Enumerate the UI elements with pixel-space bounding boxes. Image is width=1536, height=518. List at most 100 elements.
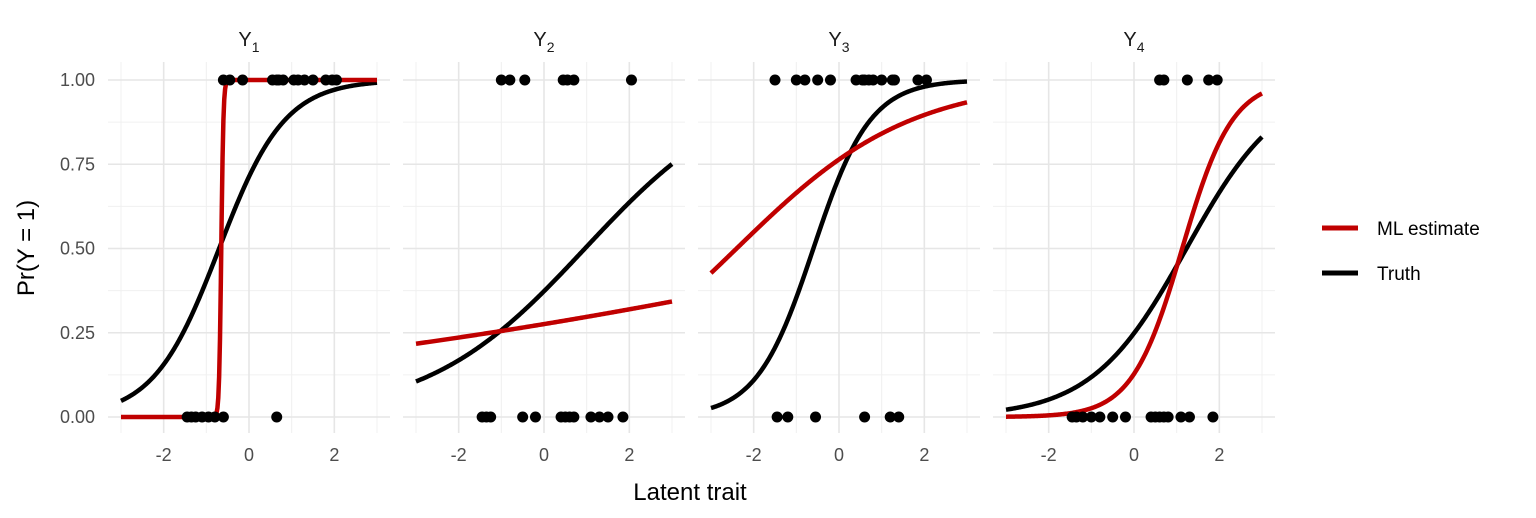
grid <box>698 62 980 433</box>
legend-label: Truth <box>1377 264 1421 285</box>
data-point <box>1119 411 1131 423</box>
x-tick-label: 0 <box>1129 445 1139 465</box>
panel-label-main: Y <box>1123 29 1136 51</box>
truth-curve <box>119 80 379 403</box>
data-point <box>585 411 597 423</box>
data-point <box>517 411 529 423</box>
data-point <box>307 74 319 86</box>
y-tick-label: 0.50 <box>60 239 95 259</box>
data-point <box>1077 411 1089 423</box>
data-point <box>617 411 629 423</box>
grid <box>993 62 1275 433</box>
data-point <box>1158 74 1170 86</box>
x-tick-label: -2 <box>1041 445 1057 465</box>
data-point <box>876 74 888 86</box>
ml-estimate-curve <box>414 299 674 346</box>
data-point <box>867 74 879 86</box>
panel-label-subscript: 3 <box>842 39 850 55</box>
data-point <box>1181 74 1193 86</box>
x-tick-label: 0 <box>244 445 254 465</box>
data-point <box>519 74 531 86</box>
y-tick-label: 0.25 <box>60 323 95 343</box>
x-tick-label: 2 <box>624 445 634 465</box>
data-point <box>504 74 516 86</box>
truth-curve <box>709 79 969 411</box>
data-point <box>237 74 249 86</box>
y-tick-label: 1.00 <box>60 70 95 90</box>
panels-layer: Y1-2 0 2Y2-2 0 2Y3-2 0 2Y4-2 0 20.000.250.500.75… <box>60 29 1275 465</box>
data-point <box>912 74 924 86</box>
data-point <box>1175 411 1187 423</box>
data-point <box>1183 411 1195 423</box>
data-point <box>217 411 229 423</box>
data-point <box>495 74 507 86</box>
x-tick-label: 0 <box>539 445 549 465</box>
data-point <box>799 74 811 86</box>
data-point <box>888 74 900 86</box>
data-point <box>271 411 283 423</box>
data-point <box>1107 411 1119 423</box>
data-point <box>1085 411 1097 423</box>
grid <box>403 62 685 433</box>
data-point <box>485 411 497 423</box>
data-point <box>790 74 802 86</box>
data-point <box>529 411 541 423</box>
data-point <box>277 74 289 86</box>
x-tick-label: 2 <box>1214 445 1224 465</box>
data-point <box>209 411 221 423</box>
panel-label: Y3 <box>828 29 849 55</box>
data-points <box>769 74 932 423</box>
data-point <box>782 411 794 423</box>
truth-curve <box>414 162 674 384</box>
x-tick-label: -2 <box>156 445 172 465</box>
panel-4: Y4 -2 0 2 <box>993 29 1275 465</box>
ml-estimate-curve <box>709 100 969 275</box>
panel-label-main: Y <box>828 29 841 51</box>
ml-estimate-curve <box>1004 91 1264 419</box>
y-tick-label: 0.00 <box>60 407 95 427</box>
truth-curve <box>1004 135 1264 412</box>
legend-label: ML estimate <box>1377 219 1480 240</box>
panel-label: Y2 <box>533 29 554 55</box>
data-point <box>810 411 822 423</box>
legend: ML estimate Truth <box>1322 219 1480 285</box>
x-axis-title: Latent trait <box>633 479 747 506</box>
data-point <box>769 74 781 86</box>
x-tick-label: 2 <box>329 445 339 465</box>
data-point <box>812 74 824 86</box>
data-point <box>893 411 905 423</box>
y-tick-label: 0.75 <box>60 154 95 174</box>
data-point <box>330 74 342 86</box>
x-tick-label: 2 <box>919 445 929 465</box>
data-point <box>298 74 310 86</box>
legend-entry: Truth <box>1322 264 1421 285</box>
data-points <box>1066 74 1223 423</box>
panel-3: Y3 -2 0 2 <box>698 29 980 465</box>
data-point <box>625 74 637 86</box>
data-point <box>568 74 580 86</box>
data-point <box>1094 411 1106 423</box>
y-axis-title: Pr(Y = 1) <box>13 200 40 296</box>
panel-label-subscript: 1 <box>252 39 260 55</box>
data-point <box>568 411 580 423</box>
panel-1: Y1 -2 0 2 <box>108 29 390 465</box>
data-point <box>884 411 896 423</box>
panel-label-main: Y <box>238 29 251 51</box>
data-point <box>920 74 932 86</box>
data-point <box>1211 74 1223 86</box>
panel-label: Y1 <box>238 29 259 55</box>
data-points <box>476 74 637 423</box>
x-tick-label: 0 <box>834 445 844 465</box>
data-point <box>1203 74 1215 86</box>
panel-label-subscript: 2 <box>547 39 555 55</box>
x-tick-label: -2 <box>451 445 467 465</box>
panel-label-main: Y <box>533 29 546 51</box>
panel-label-subscript: 4 <box>1137 39 1145 55</box>
data-point <box>1162 411 1174 423</box>
panel-label: Y4 <box>1123 29 1144 55</box>
data-point <box>602 411 614 423</box>
x-tick-label: -2 <box>746 445 762 465</box>
data-point <box>224 74 236 86</box>
data-point <box>593 411 605 423</box>
legend-entry: ML estimate <box>1322 219 1480 240</box>
